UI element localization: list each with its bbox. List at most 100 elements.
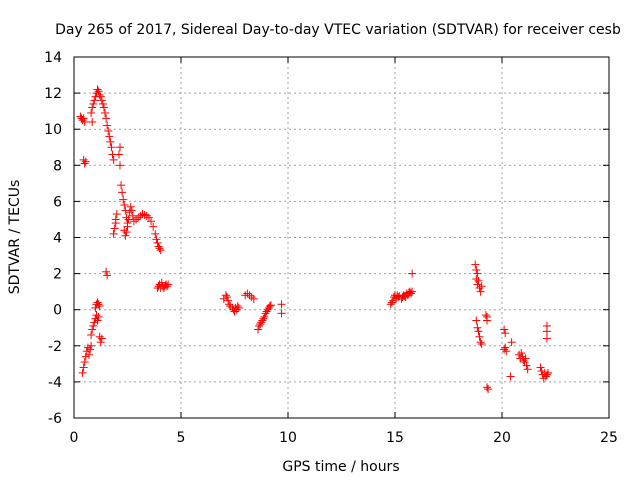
data-point [408,287,417,296]
x-tick-label: 20 [493,430,511,446]
data-point [91,303,100,312]
data-point [79,114,88,123]
data-point [123,222,132,231]
data-point [88,325,97,334]
data-point [87,108,96,117]
data-point [109,155,118,164]
data-point [98,99,107,108]
data-point [219,294,228,303]
data-point [518,352,527,361]
x-tick-label: 25 [600,430,618,446]
x-axis-label: GPS time / hours [282,459,399,475]
data-point [224,296,233,305]
data-point [537,367,546,376]
data-point [277,309,286,318]
data-point [90,96,99,105]
data-point [109,229,118,238]
x-tick-label: 15 [386,430,404,446]
data-point [80,117,89,126]
data-point [93,298,102,307]
data-point [221,291,230,300]
data-point [245,291,254,300]
data-point [259,314,268,323]
data-point [519,356,528,365]
data-point [96,92,105,101]
data-point [79,155,88,164]
data-point [80,159,89,168]
data-point [127,206,136,215]
data-point [542,327,551,336]
data-point [102,267,111,276]
data-points [76,85,553,394]
data-point [483,316,492,325]
data-point [507,338,516,347]
data-point [265,302,274,311]
y-tick-label: 10 [44,122,62,138]
data-point [230,307,239,316]
y-tick-label: 12 [44,86,62,102]
data-point [473,280,482,289]
data-point [151,229,160,238]
data-point [471,260,480,269]
data-point [102,114,111,123]
y-tick-label: 0 [53,303,62,319]
grid [74,57,609,418]
data-point [500,345,509,354]
data-point [132,215,141,224]
data-point [388,296,397,305]
data-point [407,289,416,298]
data-point [233,302,242,311]
data-point [521,354,530,363]
data-point [89,321,98,330]
data-point [121,231,130,240]
data-point [155,244,164,253]
data-point [84,350,93,359]
data-point [243,289,252,298]
data-point [387,298,396,307]
data-point [506,372,515,381]
data-point [247,293,256,302]
data-point [261,309,270,318]
y-tick-label: -6 [48,411,62,427]
data-point [232,305,241,314]
data-point [404,288,413,297]
data-point [149,222,158,231]
data-point [262,307,271,316]
data-point [500,325,509,334]
axes: 0 5 10 15 20 25 -6 -4 -2 0 2 4 6 8 10 12 14 [44,50,618,446]
data-point [476,287,485,296]
data-point [254,325,263,334]
data-point [157,278,166,287]
data-point [76,112,85,121]
data-point [477,339,486,348]
x-tick-label: 10 [279,430,297,446]
data-point [92,311,101,320]
y-tick-label: 2 [53,267,62,283]
data-point [138,210,147,219]
data-point [78,116,87,125]
y-axis-label: SDTVAR / TECUs [7,180,23,295]
data-point [97,334,106,343]
data-point [401,293,410,302]
data-point [117,181,126,190]
data-point [249,294,258,303]
data-point [120,226,129,235]
data-point [542,370,551,379]
data-point [483,383,492,392]
y-tick-label: 4 [53,231,62,247]
data-point [96,338,105,347]
data-point [101,108,110,117]
data-point [99,103,108,112]
data-point [147,217,156,226]
data-point [91,314,100,323]
data-point [473,323,482,332]
x-tick-label: 0 [70,430,79,446]
data-point [103,121,112,130]
data-point [134,213,143,222]
data-point [87,341,96,350]
data-point [472,316,481,325]
data-point [95,332,104,341]
data-point [473,269,482,278]
data-point [256,320,265,329]
data-point [153,238,162,247]
